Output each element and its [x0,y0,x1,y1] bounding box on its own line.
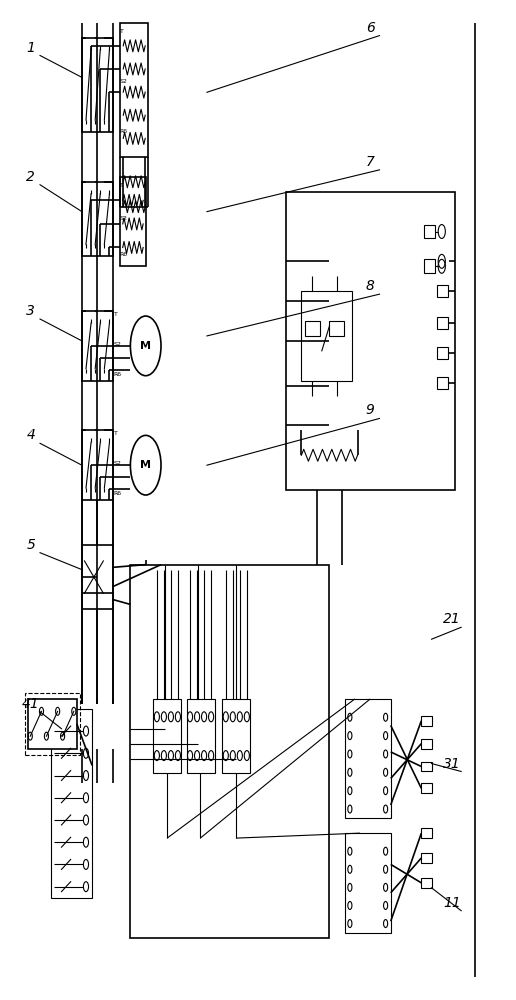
Bar [82,38,112,132]
Bar [51,709,92,898]
Text: T: T [120,183,123,188]
Bar [422,739,431,749]
Bar [345,699,391,818]
Text: R6: R6 [114,491,122,496]
Bar [437,347,448,359]
Text: T: T [114,312,118,317]
Text: 11: 11 [443,896,461,910]
Text: 8: 8 [366,279,375,293]
Bar [25,693,80,755]
Text: 7: 7 [366,155,375,169]
Bar [422,878,431,888]
Text: M: M [140,341,151,351]
Bar [120,177,146,266]
Bar [222,699,250,773]
Text: 3: 3 [26,304,35,318]
Text: T: T [120,29,123,34]
Text: 21: 21 [443,612,461,626]
Bar [329,321,344,336]
Bar [422,762,431,771]
Text: S2: S2 [114,461,121,466]
Text: S2: S2 [120,79,127,84]
Bar [437,285,448,297]
Bar [422,853,431,863]
Bar [82,311,112,381]
Text: M: M [140,460,151,470]
Bar [437,317,448,329]
Bar [28,699,77,749]
Bar [120,23,148,157]
Bar [153,699,182,773]
Bar [82,182,112,256]
Bar [131,565,329,938]
Text: R6: R6 [120,129,128,134]
Text: R6: R6 [114,372,122,377]
Text: R6: R6 [120,252,128,257]
Text: 41: 41 [22,697,40,711]
Bar [422,716,431,726]
Bar [422,828,431,838]
Text: 31: 31 [443,757,461,771]
Text: 1: 1 [26,41,35,55]
Text: 2: 2 [26,170,35,184]
Bar [345,833,391,933]
Text: S2: S2 [120,216,127,221]
Bar [82,545,112,609]
Bar [187,699,215,773]
Text: 4: 4 [26,428,35,442]
Bar [82,430,112,500]
Text: 5: 5 [26,538,35,552]
Text: 6: 6 [366,21,375,35]
Bar [424,225,435,238]
Bar [424,259,435,273]
Bar [286,192,455,490]
Bar [301,291,352,381]
Text: T: T [114,431,118,436]
Bar [437,377,448,389]
Bar [305,321,320,336]
Bar [422,783,431,793]
Text: 9: 9 [366,403,375,418]
Text: S2: S2 [114,342,121,347]
